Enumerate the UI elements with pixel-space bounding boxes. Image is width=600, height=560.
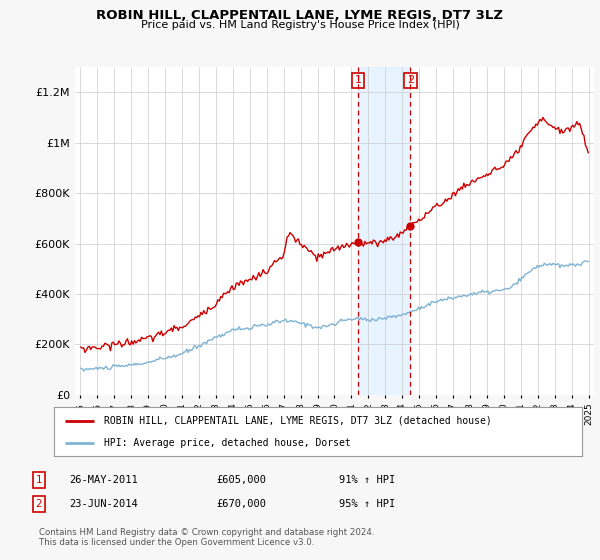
Text: 1: 1 xyxy=(355,76,361,85)
Text: 91% ↑ HPI: 91% ↑ HPI xyxy=(339,475,395,485)
Text: 1: 1 xyxy=(35,475,43,485)
Text: 23-JUN-2014: 23-JUN-2014 xyxy=(69,499,138,509)
Text: Price paid vs. HM Land Registry's House Price Index (HPI): Price paid vs. HM Land Registry's House … xyxy=(140,20,460,30)
Text: 2: 2 xyxy=(407,76,414,85)
Text: HPI: Average price, detached house, Dorset: HPI: Average price, detached house, Dors… xyxy=(104,437,351,447)
Bar xyxy=(358,67,410,395)
Text: ROBIN HILL, CLAPPENTAIL LANE, LYME REGIS, DT7 3LZ (detached house): ROBIN HILL, CLAPPENTAIL LANE, LYME REGIS… xyxy=(104,416,492,426)
Text: ROBIN HILL, CLAPPENTAIL LANE, LYME REGIS, DT7 3LZ: ROBIN HILL, CLAPPENTAIL LANE, LYME REGIS… xyxy=(97,9,503,22)
Text: Contains HM Land Registry data © Crown copyright and database right 2024.
This d: Contains HM Land Registry data © Crown c… xyxy=(39,528,374,547)
Text: £670,000: £670,000 xyxy=(216,499,266,509)
Text: £605,000: £605,000 xyxy=(216,475,266,485)
Text: 26-MAY-2011: 26-MAY-2011 xyxy=(69,475,138,485)
Text: 2: 2 xyxy=(35,499,43,509)
Text: 95% ↑ HPI: 95% ↑ HPI xyxy=(339,499,395,509)
